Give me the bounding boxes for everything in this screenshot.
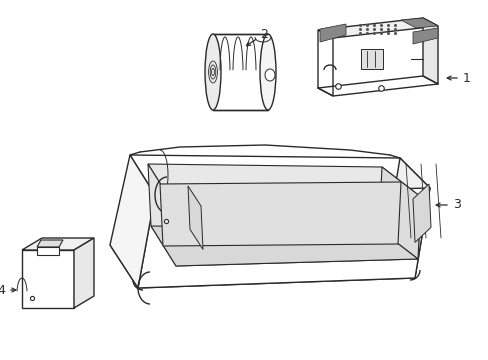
Polygon shape [187,186,203,249]
Ellipse shape [264,69,274,81]
Polygon shape [148,164,420,204]
Polygon shape [110,155,155,288]
Polygon shape [130,155,429,195]
Polygon shape [22,250,74,308]
Polygon shape [37,247,59,255]
Text: 1: 1 [462,72,470,85]
Polygon shape [148,164,176,266]
Ellipse shape [204,34,221,110]
Polygon shape [412,28,437,44]
Polygon shape [400,18,437,28]
Polygon shape [22,238,94,250]
Polygon shape [319,24,346,42]
Text: 2: 2 [260,27,267,40]
Polygon shape [360,49,382,69]
Polygon shape [160,182,400,246]
Polygon shape [151,226,417,266]
Polygon shape [37,240,63,247]
Polygon shape [412,184,430,242]
Polygon shape [317,18,437,38]
Polygon shape [74,238,94,308]
Polygon shape [110,245,414,288]
Text: 4: 4 [0,284,5,297]
Ellipse shape [260,34,275,110]
Polygon shape [317,30,332,96]
Polygon shape [384,158,429,278]
Polygon shape [138,188,429,288]
Polygon shape [378,167,420,259]
Polygon shape [173,197,420,266]
Polygon shape [422,18,437,84]
Polygon shape [213,34,267,110]
Text: 3: 3 [452,198,460,211]
